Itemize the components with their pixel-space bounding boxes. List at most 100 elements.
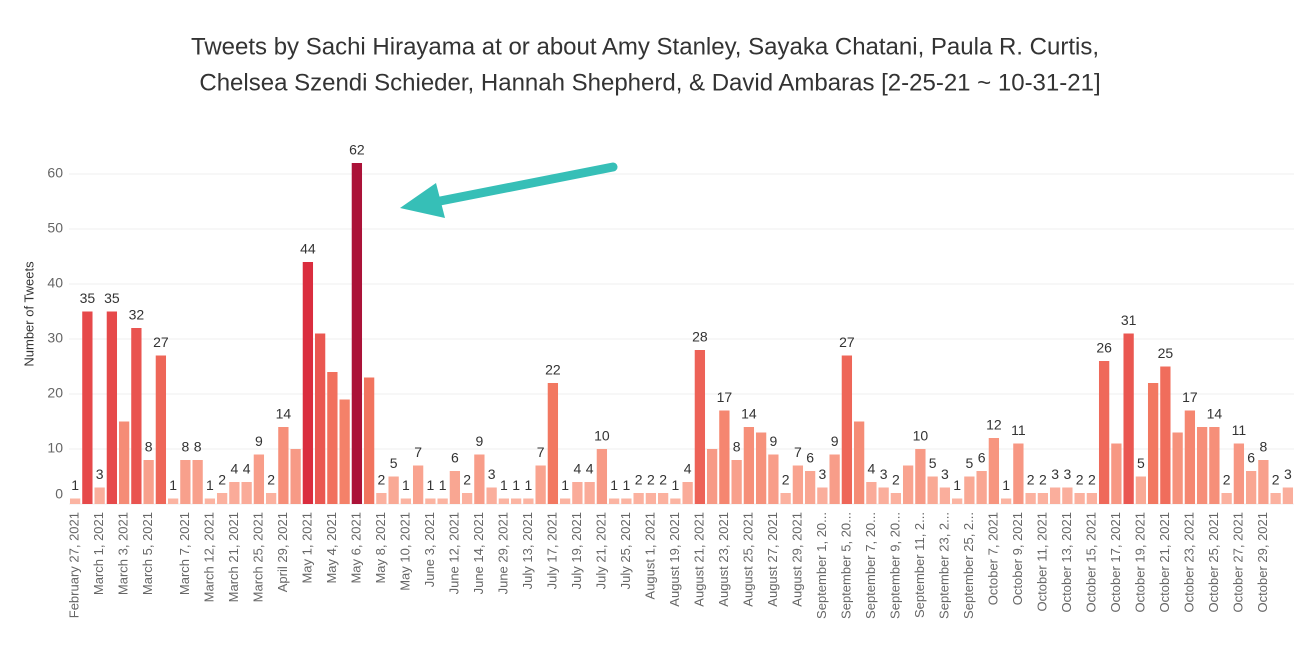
bar xyxy=(559,498,571,504)
value-label: 3 xyxy=(1051,466,1059,482)
bar xyxy=(327,372,338,504)
bar xyxy=(1172,432,1183,504)
bar xyxy=(608,498,620,504)
value-label: 3 xyxy=(880,466,888,482)
value-label: 9 xyxy=(475,433,483,449)
x-tick-label: July 13, 2021 xyxy=(520,512,535,589)
bar xyxy=(265,493,277,504)
value-label: 6 xyxy=(806,450,814,466)
bar xyxy=(1221,493,1232,504)
value-label: 14 xyxy=(276,406,292,422)
x-tick-label: September 25, 2... xyxy=(961,512,976,619)
value-label: 17 xyxy=(717,389,733,405)
bar xyxy=(1013,443,1024,504)
bar xyxy=(118,421,130,504)
bar xyxy=(829,454,840,504)
bar xyxy=(1196,427,1208,504)
bar xyxy=(1270,493,1281,504)
x-tick-label: October 17, 2021 xyxy=(1108,512,1123,612)
x-tick-label: March 3, 2021 xyxy=(116,512,131,595)
value-label: 7 xyxy=(794,444,802,460)
bar xyxy=(939,487,951,504)
bar xyxy=(988,438,1000,504)
value-label: 62 xyxy=(349,142,365,158)
bar xyxy=(474,454,485,504)
bar xyxy=(229,482,240,504)
bar xyxy=(106,311,118,504)
value-label: 2 xyxy=(463,472,471,488)
bar xyxy=(253,454,265,504)
value-label: 8 xyxy=(733,439,741,455)
bar xyxy=(155,355,167,504)
value-label: 1 xyxy=(439,477,447,493)
bar xyxy=(363,377,375,504)
value-label: 35 xyxy=(104,290,120,306)
bar xyxy=(204,498,216,504)
bar xyxy=(167,498,179,504)
x-tick-label: October 13, 2021 xyxy=(1059,512,1074,612)
x-tick-label: May 6, 2021 xyxy=(348,512,363,584)
value-label: 1 xyxy=(402,477,410,493)
bar xyxy=(351,163,363,504)
x-tick-label: May 8, 2021 xyxy=(373,512,388,584)
bar xyxy=(339,399,350,504)
value-label: 1 xyxy=(71,477,79,493)
bar xyxy=(535,465,546,504)
bar xyxy=(1245,471,1257,504)
y-axis-label: Number of Tweets xyxy=(21,261,36,367)
value-label: 32 xyxy=(129,307,145,323)
x-tick-label: September 5, 20... xyxy=(838,512,853,619)
bar xyxy=(1098,361,1110,504)
bar xyxy=(82,311,93,504)
x-tick-label: May 10, 2021 xyxy=(397,512,412,591)
x-tick-label: March 21, 2021 xyxy=(226,512,241,602)
value-label: 9 xyxy=(831,433,839,449)
y-tick-label: 20 xyxy=(47,385,63,401)
bar xyxy=(780,493,791,504)
x-tick-label: March 25, 2021 xyxy=(250,512,265,602)
bar xyxy=(1233,443,1245,504)
x-tick-label: August 29, 2021 xyxy=(789,512,804,607)
bar xyxy=(241,482,252,504)
value-label: 1 xyxy=(953,477,961,493)
value-label: 4 xyxy=(684,461,692,477)
bar xyxy=(719,410,730,504)
value-label: 12 xyxy=(986,417,1002,433)
x-tick-label: March 1, 2021 xyxy=(91,512,106,595)
value-label: 7 xyxy=(414,444,422,460)
x-tick-label: June 14, 2021 xyxy=(471,512,486,594)
bar xyxy=(314,333,326,504)
x-tick-label: March 7, 2021 xyxy=(177,512,192,595)
bar xyxy=(866,482,877,504)
x-tick-label: May 1, 2021 xyxy=(299,512,314,584)
bar xyxy=(278,427,289,504)
x-tick-label: February 27, 2021 xyxy=(67,512,82,618)
value-label: 10 xyxy=(594,428,610,444)
x-tick-label: August 27, 2021 xyxy=(765,512,780,607)
bar xyxy=(461,493,473,504)
x-tick-label: August 19, 2021 xyxy=(667,512,682,607)
value-label: 2 xyxy=(1223,472,1231,488)
bar xyxy=(486,487,497,504)
value-label: 9 xyxy=(769,433,777,449)
value-label: 2 xyxy=(1027,472,1035,488)
bar xyxy=(878,487,889,504)
value-label: 11 xyxy=(1232,422,1247,438)
bar xyxy=(449,471,461,504)
value-label: 2 xyxy=(1076,472,1084,488)
bar xyxy=(731,460,742,504)
bar xyxy=(645,493,657,504)
x-tick-label: October 23, 2021 xyxy=(1181,512,1196,612)
bar xyxy=(1037,493,1049,504)
bar xyxy=(400,498,412,504)
value-label: 1 xyxy=(622,477,630,493)
bar xyxy=(425,498,436,504)
bar xyxy=(94,487,105,504)
value-label: 3 xyxy=(941,466,949,482)
bar xyxy=(1074,493,1085,504)
value-label: 1 xyxy=(561,477,569,493)
x-tick-label: October 29, 2021 xyxy=(1255,512,1270,612)
bar xyxy=(1025,493,1036,504)
bar xyxy=(1000,498,1012,504)
value-label: 5 xyxy=(1137,455,1145,471)
